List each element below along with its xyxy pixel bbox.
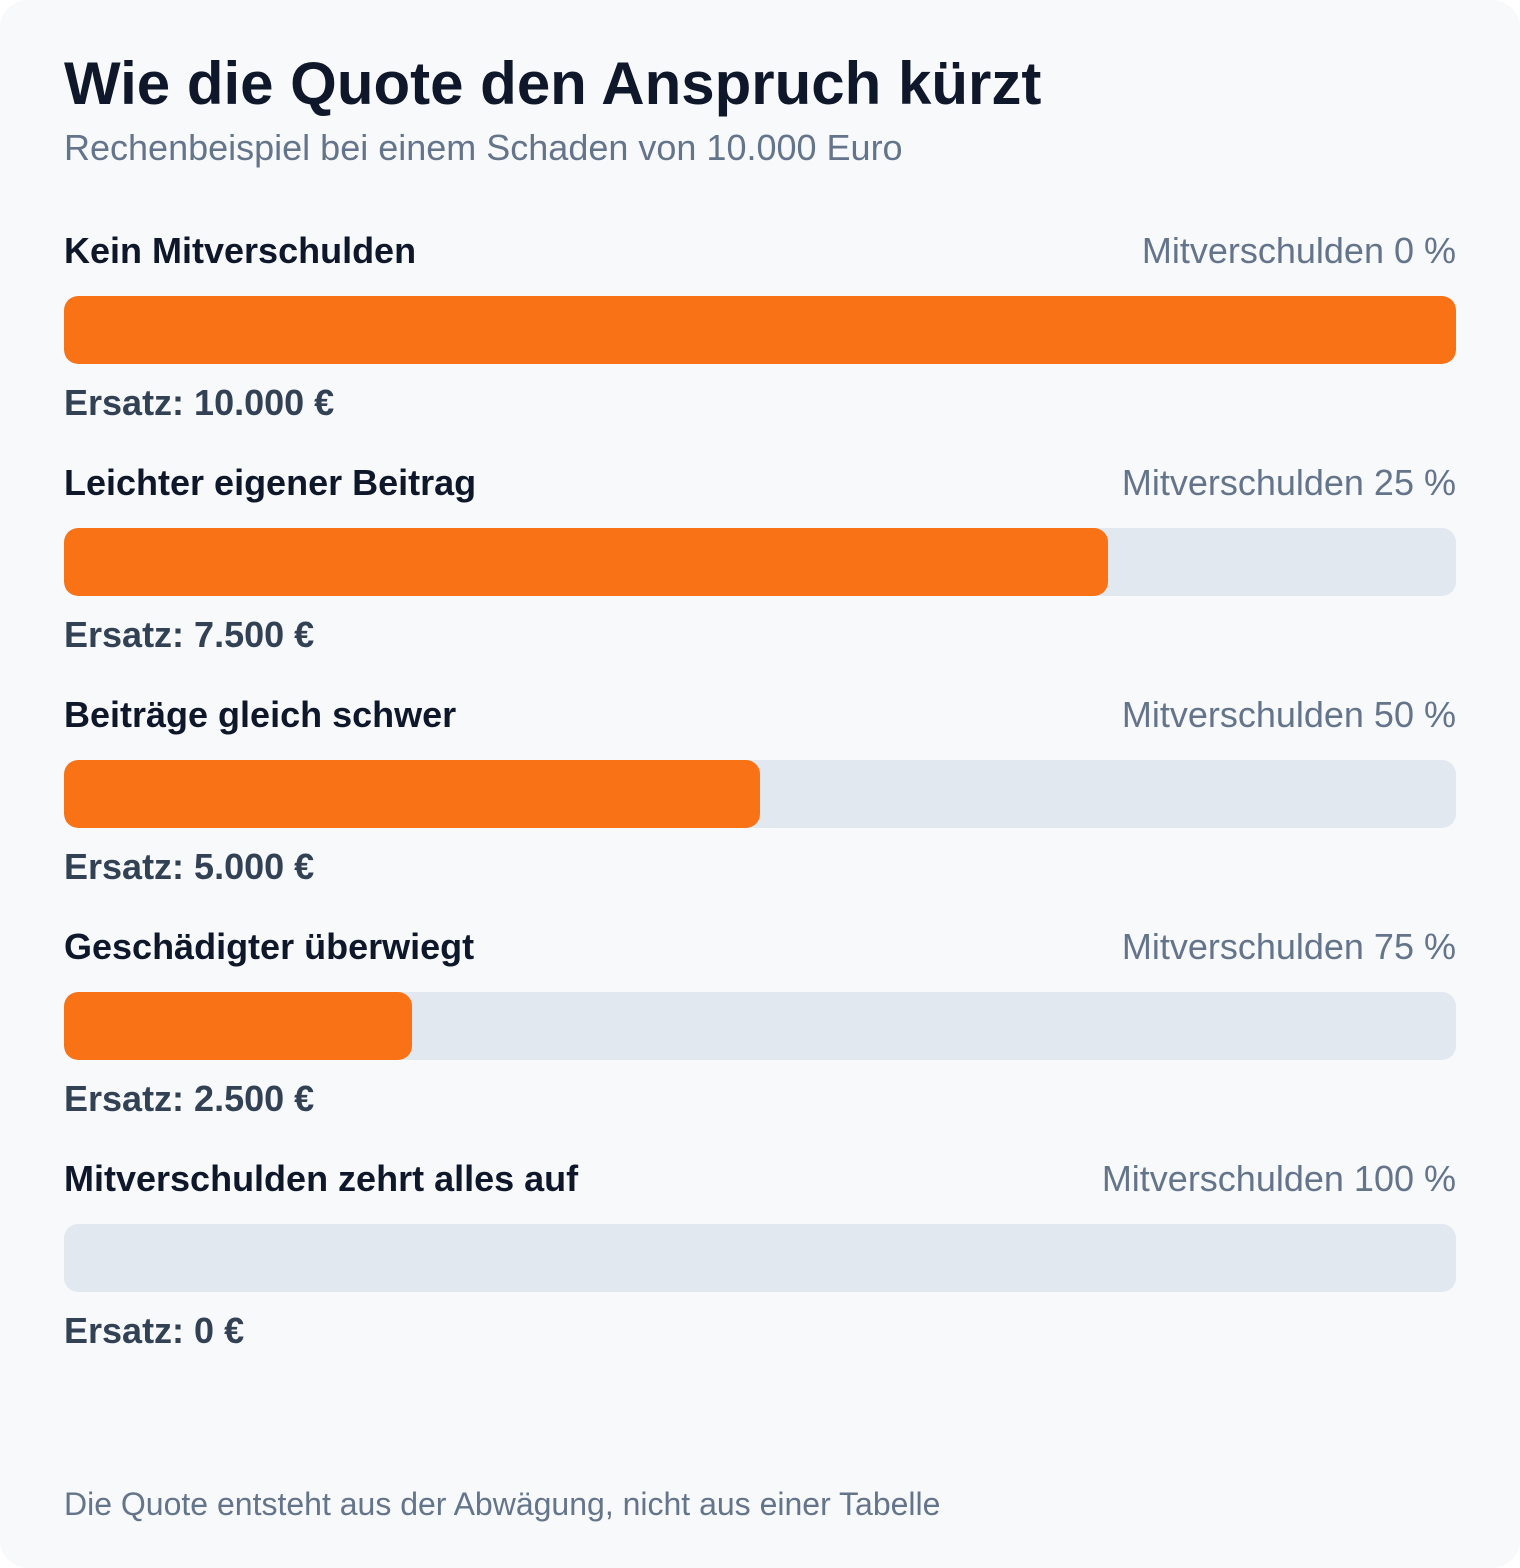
- bar-track: [64, 528, 1456, 596]
- chart-title: Wie die Quote den Anspruch kürzt: [64, 50, 1042, 117]
- bar-row: Mitverschulden zehrt alles auf Mitversch…: [64, 1154, 1456, 1386]
- category-label: Beiträge gleich schwer: [64, 694, 457, 735]
- bar-fill: [64, 528, 1108, 596]
- bar-fill: [64, 296, 1456, 364]
- category-label: Kein Mitverschulden: [64, 230, 417, 271]
- category-label: Mitverschulden zehrt alles auf: [64, 1158, 579, 1199]
- bar-row: Geschädigter überwiegt Mitverschulden 75…: [64, 922, 1456, 1154]
- quota-label: Mitverschulden 0 %: [1141, 230, 1456, 271]
- quota-label: Mitverschulden 25 %: [1121, 462, 1456, 503]
- bar-row: Kein Mitverschulden Mitverschulden 0 % E…: [64, 226, 1456, 458]
- quota-label: Mitverschulden 50 %: [1121, 694, 1456, 735]
- bar-track: [64, 1224, 1456, 1292]
- value-label: Ersatz: 0 €: [64, 1310, 245, 1351]
- value-label: Ersatz: 7.500 €: [64, 614, 315, 655]
- quota-label: Mitverschulden 75 %: [1121, 926, 1456, 967]
- value-label: Ersatz: 2.500 €: [64, 1078, 315, 1119]
- quota-label: Mitverschulden 100 %: [1101, 1158, 1456, 1199]
- category-label: Leichter eigener Beitrag: [64, 462, 477, 503]
- bar-row: Leichter eigener Beitrag Mitverschulden …: [64, 458, 1456, 690]
- footnote: Die Quote entsteht aus der Abwägung, nic…: [64, 1486, 941, 1522]
- chart-subtitle: Rechenbeispiel bei einem Schaden von 10.…: [64, 127, 903, 168]
- bar-track: [64, 296, 1456, 364]
- bar-fill: [64, 992, 412, 1060]
- value-label: Ersatz: 10.000 €: [64, 382, 335, 423]
- bar-track: [64, 992, 1456, 1060]
- category-label: Geschädigter überwiegt: [64, 926, 475, 967]
- bar-list: Kein Mitverschulden Mitverschulden 0 % E…: [64, 226, 1456, 1386]
- bar-track: [64, 760, 1456, 828]
- value-label: Ersatz: 5.000 €: [64, 846, 315, 887]
- bar-row: Beiträge gleich schwer Mitverschulden 50…: [64, 690, 1456, 922]
- bar-fill: [64, 760, 760, 828]
